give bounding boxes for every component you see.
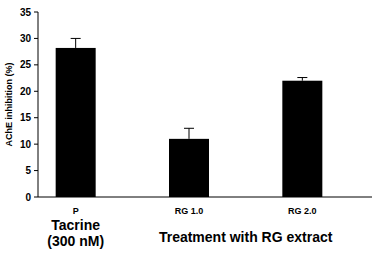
annotation: (300 nM) [47, 233, 104, 249]
x-tick-label: P [73, 206, 79, 216]
y-tick-label: 10 [20, 139, 32, 150]
chart: 0 5 10 15 20 25 30 35 AChE inhibition (%) P RG 1.0… [0, 0, 378, 265]
y-tick-label: 35 [20, 7, 32, 18]
error-bar [71, 38, 81, 48]
y-tick-label: 15 [20, 112, 32, 123]
y-tick-label: 20 [20, 86, 32, 97]
y-axis-label: AChE inhibition (%) [4, 63, 14, 147]
y-tick-label: 0 [25, 192, 31, 203]
y-tick [34, 12, 38, 13]
bar [169, 139, 209, 197]
error-bar [297, 78, 307, 81]
error-bar [184, 128, 194, 139]
y-tick-label: 30 [20, 33, 32, 44]
y-tick [34, 197, 38, 198]
bar [282, 81, 322, 197]
y-tick [34, 64, 38, 65]
annotation: Tacrine [51, 217, 100, 233]
bar [56, 48, 96, 197]
annotation: Treatment with RG extract [159, 229, 333, 245]
x-axis [38, 197, 372, 198]
y-tick [34, 170, 38, 171]
plot-area [56, 38, 323, 197]
y-axis [38, 12, 39, 197]
y-tick-label: 25 [20, 59, 32, 70]
y-tick-label: 5 [25, 165, 31, 176]
y-tick [34, 91, 38, 92]
y-tick [34, 38, 38, 39]
x-tick-label: RG 1.0 [175, 206, 204, 216]
y-tick [34, 144, 38, 145]
y-tick [34, 117, 38, 118]
x-tick-label: RG 2.0 [288, 206, 317, 216]
